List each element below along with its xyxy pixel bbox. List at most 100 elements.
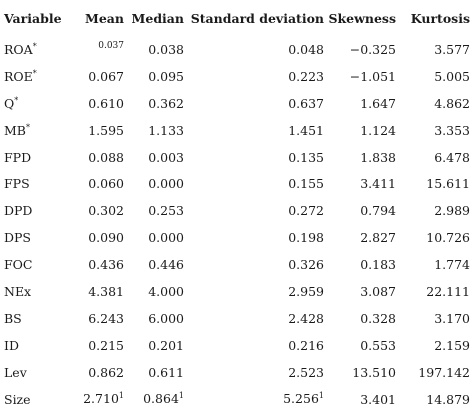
skewness-cell: 3.087	[360, 283, 396, 299]
table-row: ROE* 0.067 0.095 0.223 −1.051 5.005	[0, 63, 474, 90]
table-row: FPS 0.060 0.000 0.155 3.411 15.611	[0, 170, 474, 197]
table-row: BS 6.243 6.000 2.428 0.328 3.170	[0, 305, 474, 332]
sd-cell: 5.2561	[283, 391, 324, 407]
sd-cell: 1.451	[288, 122, 324, 138]
median-cell: 0.446	[148, 257, 184, 273]
mean-cell: 0.060	[88, 176, 124, 192]
skewness-cell: 2.827	[360, 230, 396, 246]
table-row: ID 0.215 0.201 0.216 0.553 2.159	[0, 332, 474, 359]
header-kurtosis: Kurtosis	[410, 10, 470, 26]
variable-cell: DPD	[4, 203, 33, 219]
skewness-cell: 3.411	[360, 176, 396, 192]
footnote-marker: 1	[118, 391, 124, 401]
header-standard-deviation: Standard deviation	[190, 10, 324, 26]
sd-cell: 0.326	[288, 257, 324, 273]
table-row: NEx 4.381 4.000 2.959 3.087 22.111	[0, 278, 474, 305]
skewness-cell: 13.510	[352, 364, 396, 380]
footnote-marker: 1	[318, 391, 324, 401]
variable-cell: Size	[4, 391, 31, 407]
skewness-cell: 3.401	[360, 391, 396, 407]
skewness-cell: −0.325	[349, 41, 396, 57]
header-median: Median	[131, 10, 184, 26]
table-row: Size 2.7101 0.8641 5.2561 3.401 14.879	[0, 386, 474, 413]
skewness-cell: 0.553	[360, 337, 396, 353]
median-cell: 0.611	[148, 364, 184, 380]
variable-cell: DPS	[4, 230, 31, 246]
kurtosis-cell: 10.726	[426, 230, 470, 246]
skewness-cell: −1.051	[349, 68, 396, 84]
skewness-cell: 0.328	[360, 310, 396, 326]
header-mean: Mean	[85, 10, 124, 26]
median-cell: 0.095	[148, 68, 184, 84]
median-cell: 1.133	[148, 122, 184, 138]
kurtosis-cell: 3.170	[434, 310, 470, 326]
sd-cell: 0.272	[288, 203, 324, 219]
variable-cell: Q*	[4, 95, 19, 111]
mean-cell: 6.243	[88, 310, 124, 326]
variable-cell: FPS	[4, 176, 30, 192]
mean-cell: 0.067	[88, 68, 124, 84]
kurtosis-cell: 5.005	[434, 68, 470, 84]
asterisk-marker: *	[26, 122, 30, 132]
footnote-marker: 1	[178, 391, 184, 401]
variable-cell: ROE*	[4, 68, 37, 84]
table-row: DPS 0.090 0.000 0.198 2.827 10.726	[0, 224, 474, 251]
kurtosis-cell: 3.353	[434, 122, 470, 138]
sd-cell: 0.048	[288, 41, 324, 57]
sd-cell: 2.959	[288, 283, 324, 299]
variable-cell: FPD	[4, 149, 32, 165]
mean-cell: 0.610	[88, 95, 124, 111]
table-row: DPD 0.302 0.253 0.272 0.794 2.989	[0, 197, 474, 224]
sd-cell: 2.428	[288, 310, 324, 326]
mean-cell: 0.862	[88, 364, 124, 380]
variable-cell: BS	[4, 310, 22, 326]
mean-cell: 0.037	[98, 41, 124, 52]
header-variable: Variable	[4, 10, 62, 26]
sd-cell: 0.216	[288, 337, 324, 353]
variable-cell: NEx	[4, 283, 32, 299]
sd-cell: 0.223	[288, 68, 324, 84]
median-cell: 4.000	[148, 283, 184, 299]
median-cell: 0.003	[148, 149, 184, 165]
asterisk-marker: *	[14, 95, 19, 105]
table-row: ROA* 0.037 0.038 0.048 −0.325 3.577	[0, 36, 474, 63]
skewness-cell: 0.794	[360, 203, 396, 219]
median-cell: 0.201	[148, 337, 184, 353]
sd-cell: 2.523	[288, 364, 324, 380]
skewness-cell: 0.183	[360, 257, 396, 273]
sd-cell: 0.135	[288, 149, 324, 165]
table-row: FPD 0.088 0.003 0.135 1.838 6.478	[0, 144, 474, 171]
sd-cell: 0.198	[288, 230, 324, 246]
median-cell: 0.362	[148, 95, 184, 111]
variable-cell: ROA*	[4, 41, 37, 58]
mean-cell: 4.381	[88, 283, 124, 299]
mean-cell: 0.302	[88, 203, 124, 219]
sd-cell: 0.155	[288, 176, 324, 192]
kurtosis-cell: 2.989	[434, 203, 470, 219]
sd-cell: 0.637	[288, 95, 324, 111]
asterisk-marker: *	[32, 41, 37, 51]
header-skewness: Skewness	[328, 10, 396, 26]
mean-cell: 0.215	[88, 337, 124, 353]
mean-cell: 2.7101	[83, 391, 124, 407]
mean-cell: 0.088	[88, 149, 124, 165]
skewness-cell: 1.838	[360, 149, 396, 165]
median-cell: 6.000	[148, 310, 184, 326]
kurtosis-cell: 14.879	[426, 391, 470, 407]
kurtosis-cell: 15.611	[426, 176, 470, 192]
median-cell: 0.000	[148, 230, 184, 246]
mean-cell: 0.090	[88, 230, 124, 246]
median-cell: 0.000	[148, 176, 184, 192]
median-cell: 0.253	[148, 203, 184, 219]
kurtosis-cell: 2.159	[434, 337, 470, 353]
asterisk-marker: *	[32, 68, 37, 78]
header-row: Variable Mean Median Standard deviation …	[0, 0, 474, 36]
table-row: MB* 1.595 1.133 1.451 1.124 3.353	[0, 117, 474, 144]
kurtosis-cell: 3.577	[434, 41, 470, 57]
variable-cell: Lev	[4, 364, 27, 380]
median-cell: 0.8641	[143, 391, 184, 407]
kurtosis-cell: 197.142	[418, 364, 470, 380]
kurtosis-cell: 1.774	[434, 257, 470, 273]
variable-cell: ID	[4, 337, 19, 353]
